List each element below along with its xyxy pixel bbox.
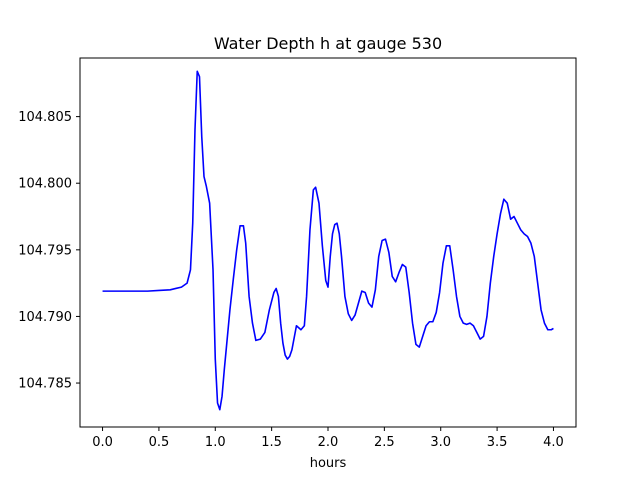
x-tick-label: 3.5 [487,435,508,450]
y-tick-label: 104.800 [18,177,72,192]
axes-frame [79,57,577,428]
chart-title: Water Depth h at gauge 530 [214,34,442,53]
x-tick-label: 3.0 [430,435,451,450]
x-tick-label: 0.5 [149,435,170,450]
series-line [102,70,554,411]
x-tick-label: 0.0 [92,435,113,450]
x-tick-label: 1.0 [205,435,226,450]
y-tick-label: 104.805 [18,110,72,125]
y-tick-label: 104.785 [18,377,72,392]
x-tick-label: 2.5 [374,435,395,450]
x-tick-label: 2.0 [318,435,339,450]
y-tick-label: 104.790 [18,310,72,325]
x-tick-label: 4.0 [543,435,564,450]
x-tick-label: 1.5 [261,435,282,450]
y-tick-label: 104.795 [18,243,72,258]
axis-ticks: 0.0 0.5 1.0 1.5 2.0 2.5 3.0 3.5 4.0 104.785 104.79… [18,110,564,450]
x-axis-label: hours [310,456,347,471]
